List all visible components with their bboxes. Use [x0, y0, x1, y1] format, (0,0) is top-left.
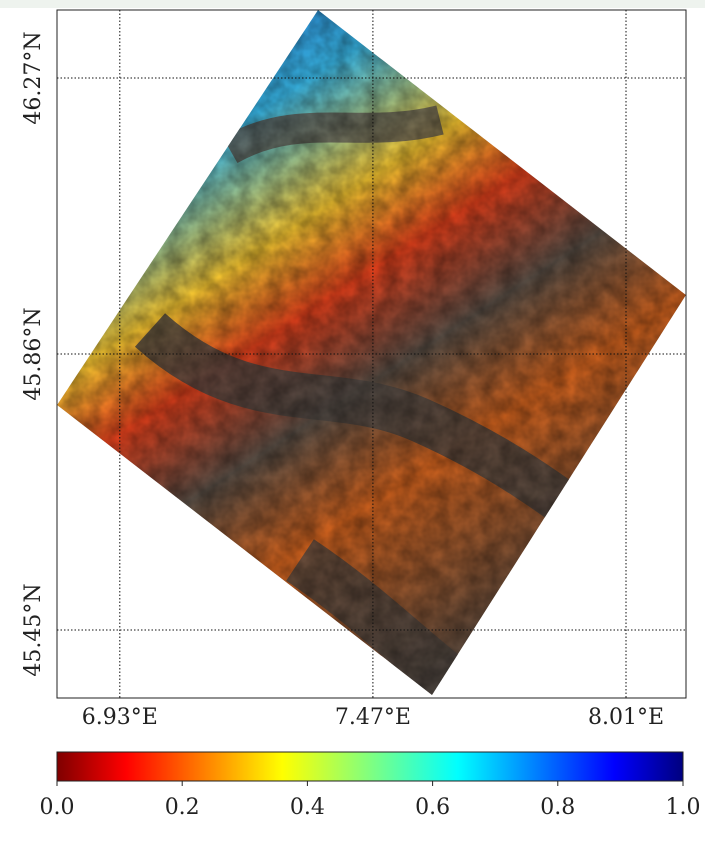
lat-label: 46.27°N	[21, 31, 46, 124]
image-footprint	[57, 10, 686, 695]
lon-label: 8.01°E	[588, 705, 664, 730]
colorbar-tick-label: 0.0	[40, 795, 75, 820]
colorbar-tick-label: 0.2	[165, 795, 200, 820]
colorbar-tick-label: 0.6	[415, 795, 450, 820]
lon-label: 6.93°E	[82, 705, 158, 730]
colorbar-tick-label: 1.0	[666, 795, 701, 820]
colorbar	[56, 751, 684, 782]
lat-label: 45.45°N	[21, 583, 46, 676]
colorbar-tick-label: 0.4	[290, 795, 325, 820]
lon-label: 7.47°E	[335, 705, 411, 730]
colorbar-tick-label: 0.8	[540, 795, 575, 820]
top-strip	[0, 0, 705, 8]
lat-label: 45.86°N	[21, 307, 46, 400]
